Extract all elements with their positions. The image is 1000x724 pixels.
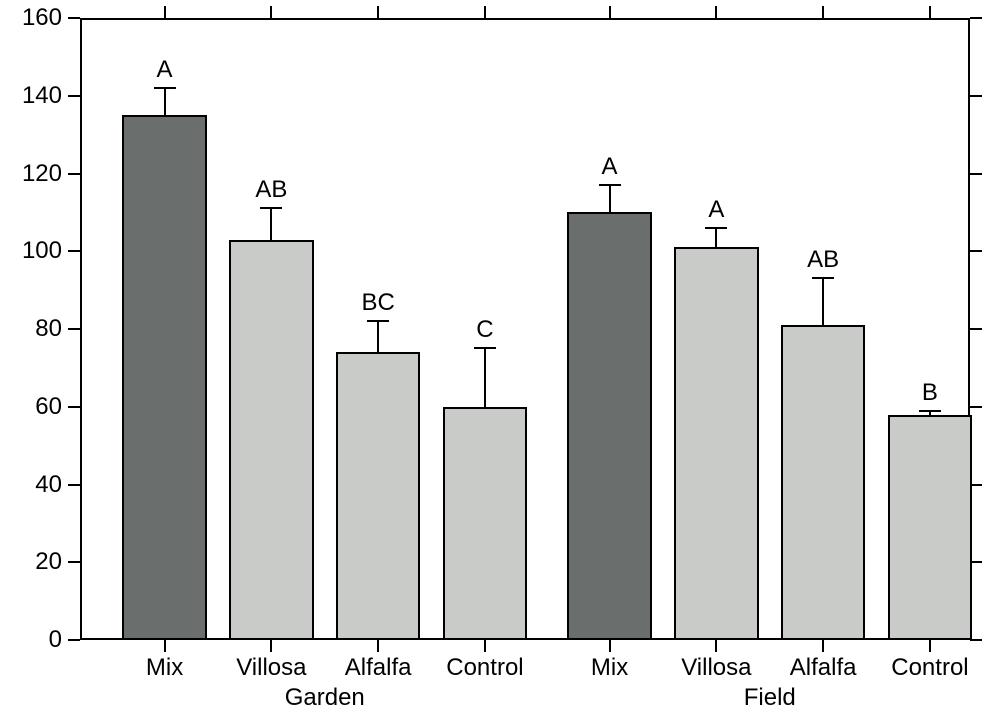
ytick xyxy=(68,406,80,408)
error-bar xyxy=(270,208,272,239)
group-label-field: Field xyxy=(744,684,796,712)
xtick xyxy=(822,6,824,18)
error-bar xyxy=(484,348,486,406)
significance-label: A xyxy=(157,56,173,84)
error-bar xyxy=(609,185,611,212)
ytick xyxy=(970,95,982,97)
xtick-label: Control xyxy=(891,654,968,682)
bar-garden-villosa xyxy=(229,240,314,640)
xtick xyxy=(715,640,717,652)
ytick-label: 80 xyxy=(35,315,62,343)
error-cap xyxy=(260,207,282,209)
significance-label: C xyxy=(476,316,493,344)
bar-garden-mix xyxy=(122,115,207,640)
bar-field-alfalfa xyxy=(781,325,866,640)
xtick-label: Mix xyxy=(591,654,628,682)
ytick xyxy=(970,173,982,175)
xtick xyxy=(609,6,611,18)
xtick xyxy=(822,640,824,652)
xtick-label: Villosa xyxy=(236,654,306,682)
xtick xyxy=(377,640,379,652)
significance-label: BC xyxy=(361,289,394,317)
xtick xyxy=(484,640,486,652)
error-bar xyxy=(377,321,379,352)
xtick xyxy=(484,6,486,18)
bar-field-control xyxy=(888,415,973,640)
ytick xyxy=(68,173,80,175)
ytick-label: 0 xyxy=(49,626,62,654)
ytick xyxy=(68,561,80,563)
ytick xyxy=(970,328,982,330)
xtick xyxy=(609,640,611,652)
ytick xyxy=(68,639,80,641)
xtick xyxy=(929,6,931,18)
xtick xyxy=(929,640,931,652)
xtick-label: Villosa xyxy=(681,654,751,682)
ytick xyxy=(970,250,982,252)
significance-label: A xyxy=(708,196,724,224)
ytick-label: 160 xyxy=(22,4,62,32)
significance-label: A xyxy=(602,153,618,181)
xtick-label: Control xyxy=(446,654,523,682)
ytick xyxy=(68,250,80,252)
bar-chart: 020406080100120140160AMixABVillosaBCAlfa… xyxy=(0,0,1000,724)
error-bar xyxy=(822,278,824,325)
ytick-label: 40 xyxy=(35,471,62,499)
xtick xyxy=(270,6,272,18)
xtick-label: Alfalfa xyxy=(345,654,412,682)
significance-label: AB xyxy=(255,176,287,204)
xtick xyxy=(377,6,379,18)
error-cap xyxy=(367,320,389,322)
ytick-label: 20 xyxy=(35,548,62,576)
ytick xyxy=(68,484,80,486)
error-bar xyxy=(715,228,717,247)
bar-field-mix xyxy=(567,212,652,640)
xtick xyxy=(715,6,717,18)
xtick-label: Alfalfa xyxy=(790,654,857,682)
ytick xyxy=(68,17,80,19)
xtick xyxy=(270,640,272,652)
ytick-label: 100 xyxy=(22,237,62,265)
ytick xyxy=(970,17,982,19)
xtick-label: Mix xyxy=(146,654,183,682)
error-cap xyxy=(919,410,941,412)
xtick xyxy=(164,6,166,18)
ytick xyxy=(970,406,982,408)
error-cap xyxy=(474,347,496,349)
group-label-garden: Garden xyxy=(285,684,365,712)
error-cap xyxy=(154,87,176,89)
ytick-label: 120 xyxy=(22,160,62,188)
significance-label: B xyxy=(922,379,938,407)
ytick-label: 60 xyxy=(35,393,62,421)
bar-field-villosa xyxy=(674,247,759,640)
error-cap xyxy=(599,184,621,186)
xtick xyxy=(164,640,166,652)
bar-garden-alfalfa xyxy=(336,352,421,640)
ytick-label: 140 xyxy=(22,82,62,110)
ytick xyxy=(68,328,80,330)
error-cap xyxy=(705,227,727,229)
error-bar xyxy=(164,88,166,115)
bar-garden-control xyxy=(443,407,528,640)
significance-label: AB xyxy=(807,246,839,274)
error-cap xyxy=(812,277,834,279)
ytick xyxy=(68,95,80,97)
